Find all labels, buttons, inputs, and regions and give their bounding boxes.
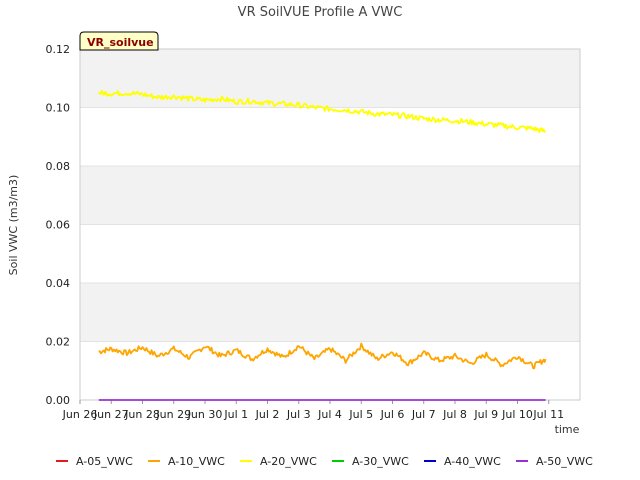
y-tick-label: 0.00	[46, 394, 71, 407]
legend-label: A-30_VWC	[352, 455, 409, 468]
y-tick-label: 0.08	[46, 160, 71, 173]
series-lines	[98, 89, 547, 401]
y-tick-label: 0.04	[46, 277, 71, 290]
source-badge: VR_soilvue	[79, 31, 159, 51]
x-tick-label: Jul 2	[255, 408, 280, 421]
x-axis-label: time	[555, 423, 580, 436]
legend-label: A-20_VWC	[260, 455, 317, 468]
chart-title: VR SoilVUE Profile A VWC	[238, 5, 403, 20]
x-tick-label: Jun 26	[62, 408, 98, 421]
x-tick-label: Jun 27	[93, 408, 129, 421]
x-tick-label: Jul 6	[380, 408, 405, 421]
legend-label: A-10_VWC	[168, 455, 225, 468]
x-tick-label: Jul 7	[411, 408, 436, 421]
x-tick-label: Jun 29	[155, 408, 191, 421]
y-tick-label: 0.12	[46, 43, 71, 56]
y-tick-label: 0.02	[46, 336, 71, 349]
x-tick-label: Jun 30	[187, 408, 223, 421]
series-line-A-10_VWC	[98, 342, 547, 370]
x-tick-label: Jul 3	[286, 408, 311, 421]
y-tick-label: 0.06	[46, 219, 71, 232]
x-tick-label: Jul 8	[442, 408, 467, 421]
x-tick-label: Jul 4	[317, 408, 342, 421]
legend-label: A-40_VWC	[444, 455, 501, 468]
x-tick-label: Jul 1	[223, 408, 248, 421]
legend: A-05_VWC A-10_VWC A-20_VWC A-30_VWC A-40_VWC…	[56, 455, 593, 468]
legend-label: A-50_VWC	[536, 455, 593, 468]
grid-band	[80, 49, 580, 108]
y-tick-label: 0.10	[46, 102, 71, 115]
plot-background	[80, 48, 580, 401]
source-badge-label: VR_soilvue	[87, 36, 154, 49]
y-axis-ticks: 0.00 0.02 0.04 0.06 0.08 0.10 0.12	[46, 43, 71, 407]
grid-band	[80, 107, 580, 166]
x-tick-label: Jun 28	[124, 408, 160, 421]
x-tick-label: Jul 5	[348, 408, 373, 421]
x-tick-label: Jul 9	[473, 408, 498, 421]
grid-band	[80, 283, 580, 342]
grid-band	[80, 224, 580, 283]
legend-label: A-05_VWC	[76, 455, 133, 468]
x-tick-label: Jul 11	[532, 408, 564, 421]
series-line-A-20_VWC	[98, 89, 546, 134]
y-axis-label: Soil VWC (m3/m3)	[7, 175, 20, 276]
x-tick-label: Jul 10	[501, 408, 533, 421]
grid-band	[80, 166, 580, 225]
